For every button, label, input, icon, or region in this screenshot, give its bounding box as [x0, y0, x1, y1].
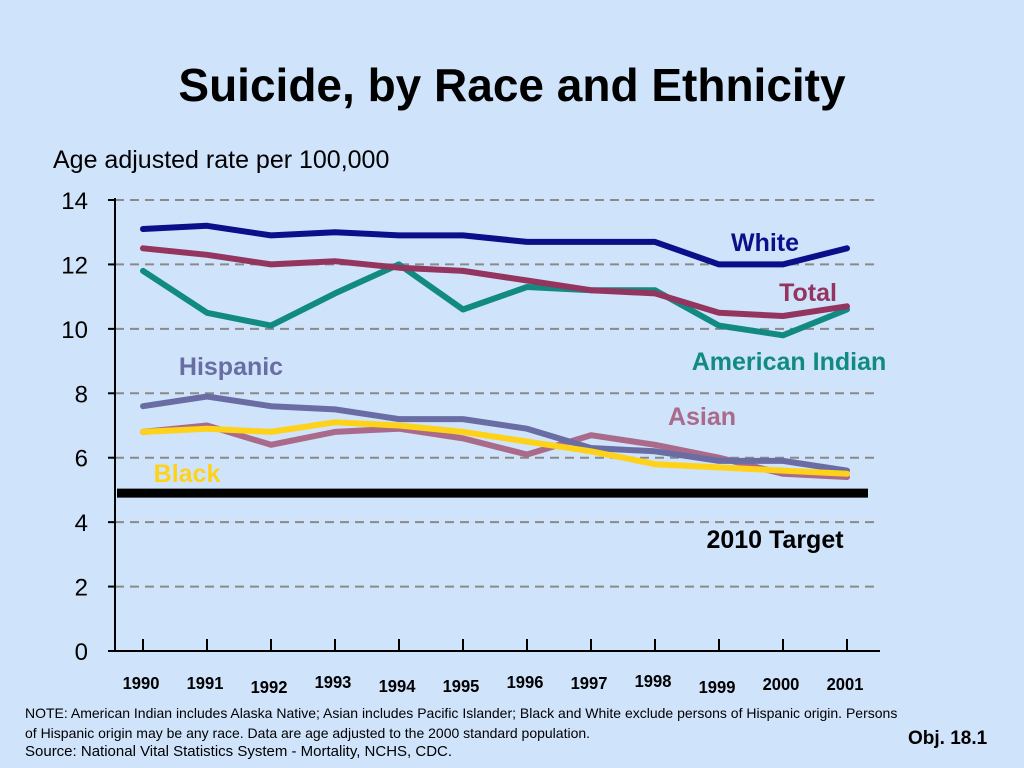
series-label-asian: Asian [668, 403, 736, 431]
x-tick-label: 1992 [251, 676, 288, 697]
y-tick-label: 6 [75, 446, 88, 473]
objective-label: Obj. 18.1 [908, 728, 988, 749]
series-line-hispanic [140, 393, 850, 474]
x-tick-label: 1990 [123, 672, 160, 693]
series-label-white: White [731, 229, 799, 257]
series-line-american-indian [140, 261, 850, 339]
x-tick-label: 1993 [315, 671, 352, 692]
series-label-total: Total [779, 279, 837, 307]
chart-source: Source: National Vital Statistics System… [25, 743, 453, 760]
x-tick-label: 1995 [443, 675, 480, 696]
x-tick-label: 1998 [635, 670, 672, 691]
series-label-hispanic: Hispanic [179, 353, 283, 381]
x-tick-label: 1997 [571, 672, 608, 693]
y-tick-label: 12 [61, 252, 88, 279]
x-tick-label: 1996 [507, 671, 544, 692]
x-tick-label: 1999 [699, 676, 736, 697]
x-tick-label: 1991 [187, 672, 224, 693]
slide-title: Suicide, by Race and Ethnicity [178, 59, 846, 111]
y-tick-label: 14 [61, 188, 88, 215]
target-label: 2010 Target [706, 526, 844, 554]
y-tick-label: 2 [75, 575, 88, 602]
series-label-american-indian: American Indian [692, 348, 887, 376]
x-tick-label: 2000 [763, 673, 800, 694]
x-tick-label: 2001 [827, 673, 864, 694]
series-label-black: Black [154, 460, 221, 488]
y-axis-label: Age adjusted rate per 100,000 [53, 146, 390, 174]
series-line-white [140, 222, 850, 268]
chart-note: NOTE: American Indian includes Alaska Na… [25, 705, 898, 741]
series-line-black [140, 419, 850, 477]
y-tick-label: 0 [75, 639, 88, 666]
y-tick-label: 8 [75, 381, 88, 408]
series-line-total [140, 245, 850, 319]
x-tick-label: 1994 [379, 675, 416, 696]
y-tick-label: 4 [75, 510, 88, 537]
y-tick-label: 10 [61, 317, 88, 344]
